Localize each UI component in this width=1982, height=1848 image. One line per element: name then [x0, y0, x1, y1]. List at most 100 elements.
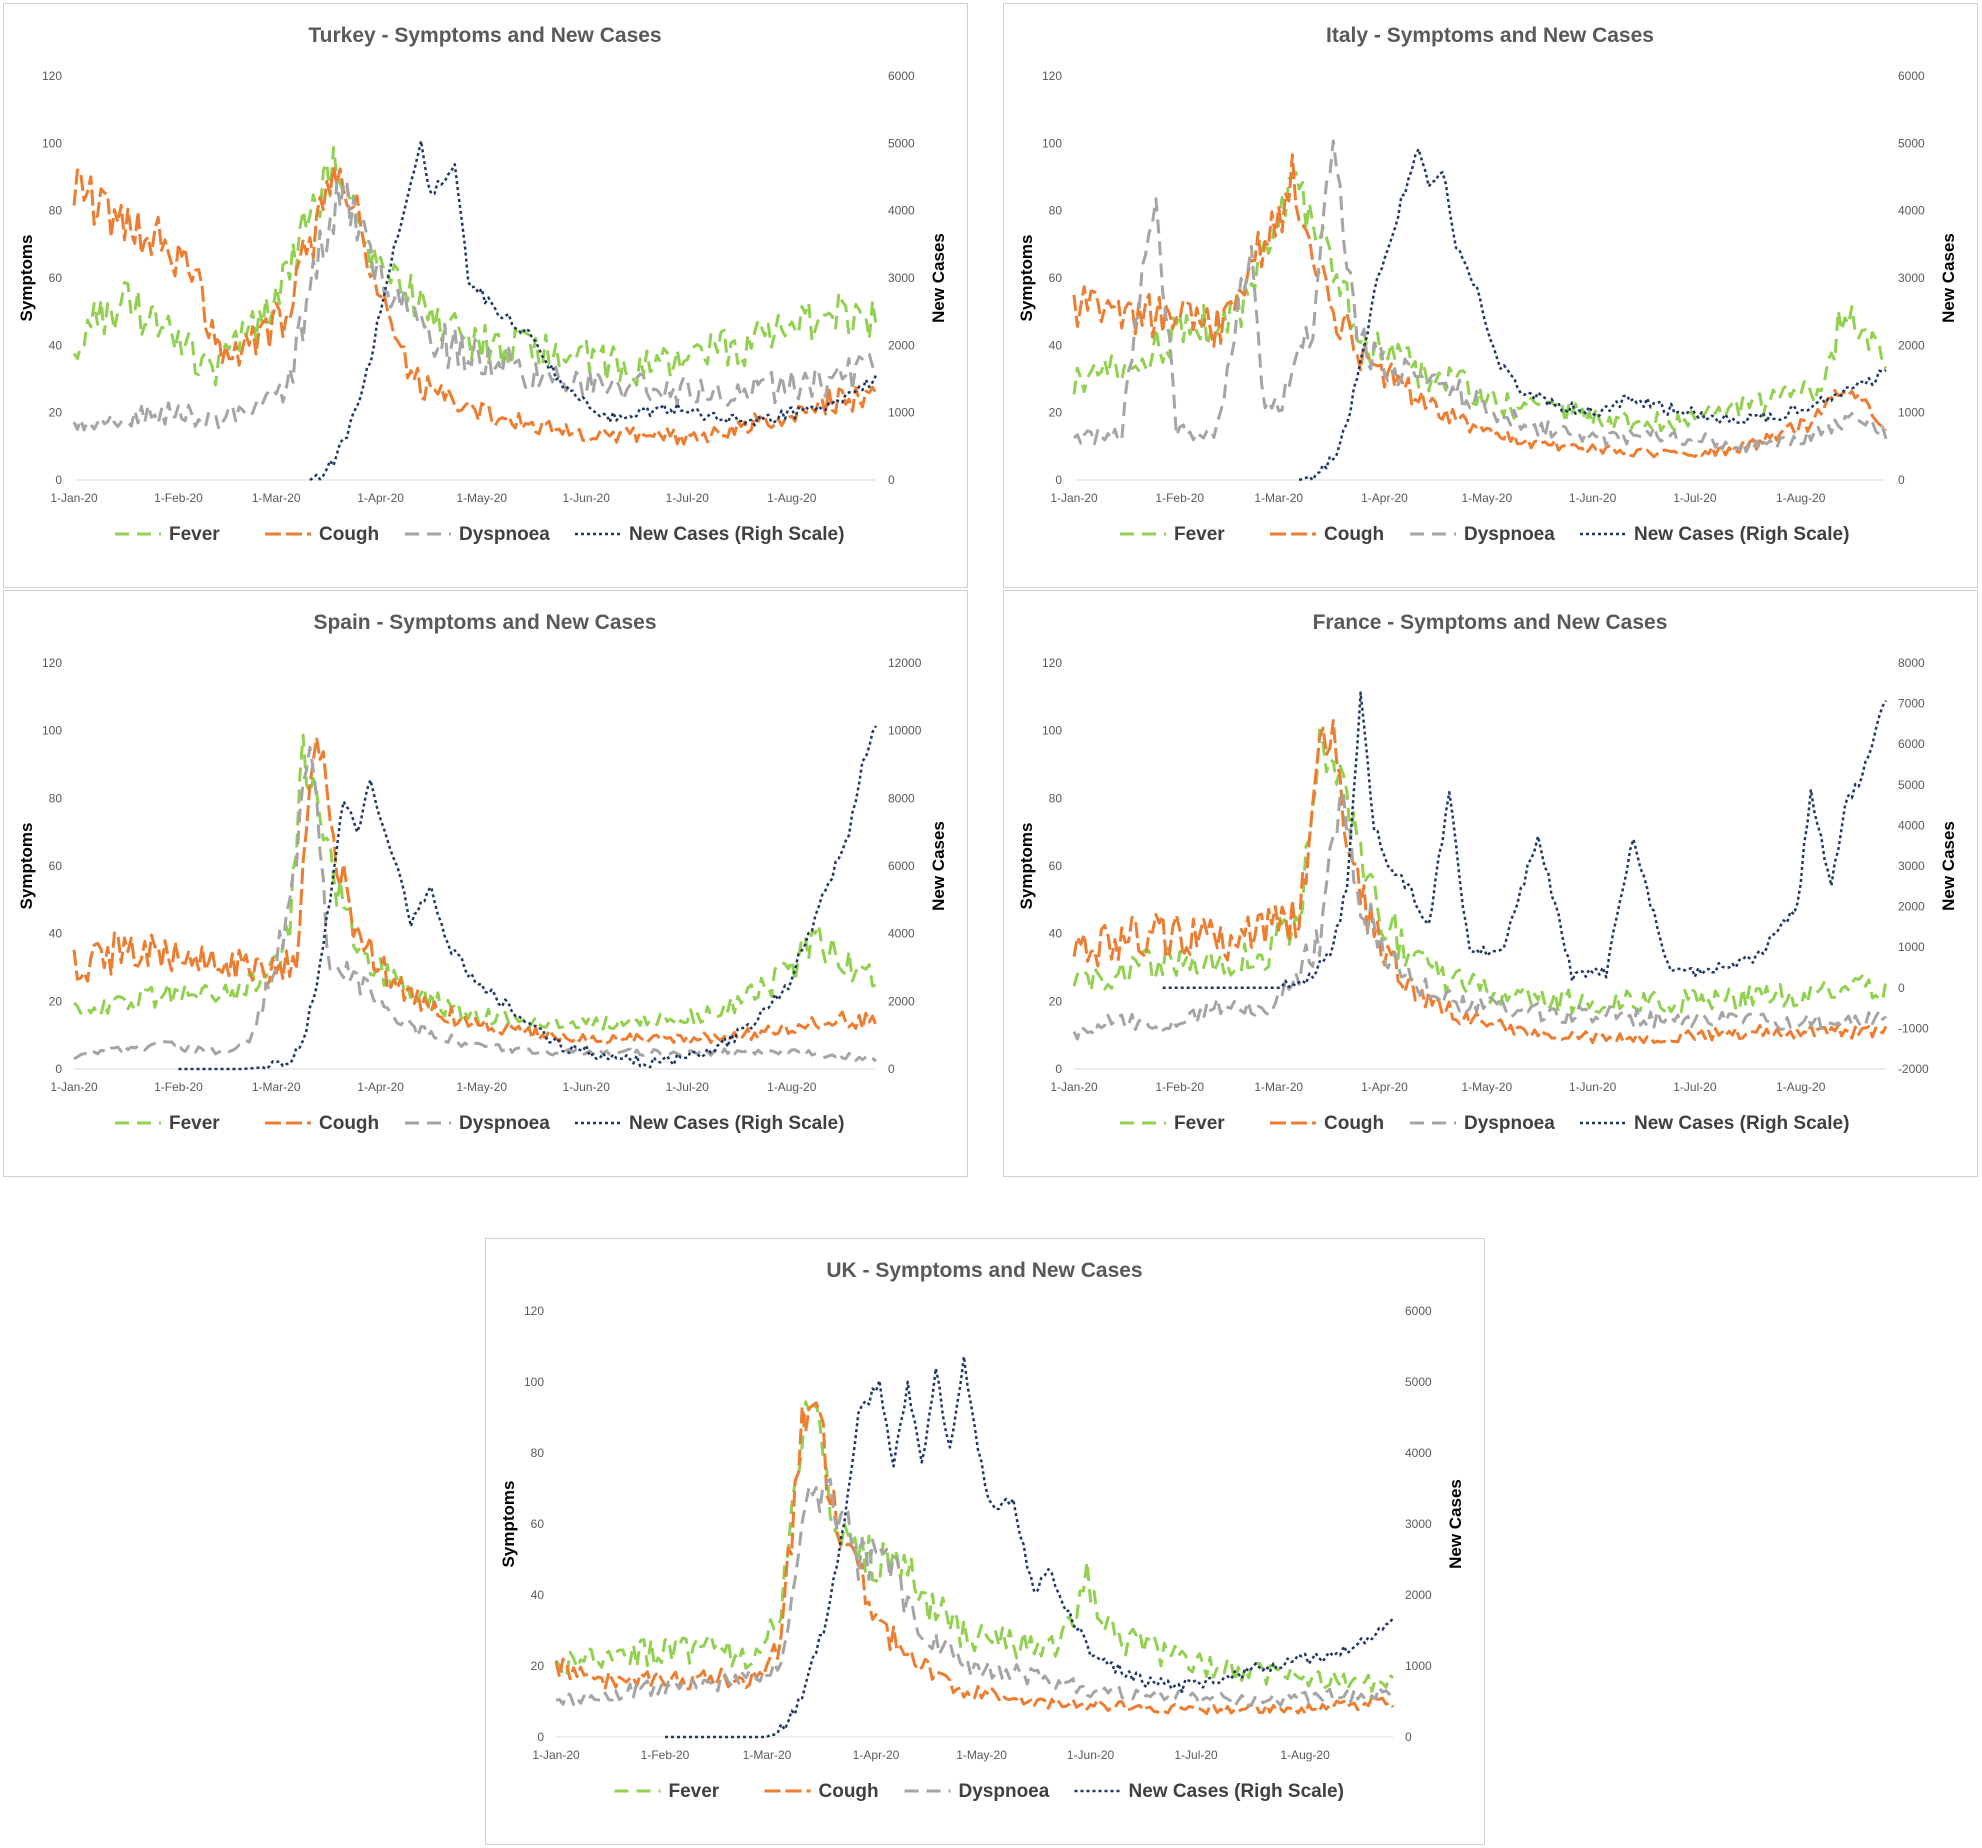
x-tick-label: 1-Feb-20	[154, 1080, 203, 1094]
x-tick-label: 1-Jan-20	[1050, 491, 1098, 505]
legend-item-dyspnoea: Dyspnoea	[405, 1113, 550, 1134]
y2-tick-label: 2000	[1405, 1588, 1432, 1602]
series-line-dyspnoea	[72, 179, 878, 432]
y2-tick-label: 2000	[1898, 900, 1925, 914]
y-tick-label: 60	[49, 271, 63, 285]
y-tick-label: 20	[49, 406, 63, 420]
legend-label-cough: Cough	[819, 1781, 879, 1802]
series-line-cough	[554, 1401, 1395, 1716]
x-tick-label: 1-Jun-20	[1067, 1748, 1115, 1762]
legend-label-dyspnoea: Dyspnoea	[1464, 1113, 1555, 1134]
x-tick-label: 1-Jun-20	[563, 1080, 611, 1094]
x-tick-label: 1-Aug-20	[1280, 1748, 1330, 1762]
x-tick-label: 1-Apr-20	[853, 1748, 900, 1762]
y2-tick-label: 8000	[888, 791, 915, 805]
y2-tick-label: 4000	[1405, 1446, 1432, 1460]
legend-label-dyspnoea: Dyspnoea	[1464, 524, 1555, 545]
x-tick-label: 1-Feb-20	[641, 1748, 690, 1762]
y2-axis-label: New Cases	[929, 821, 948, 911]
y2-tick-label: 0	[888, 1062, 895, 1076]
legend-label-fever: Fever	[1174, 524, 1225, 545]
y-tick-label: 60	[531, 1517, 545, 1531]
series-line-cases	[309, 139, 878, 482]
y-tick-label: 40	[1049, 927, 1063, 941]
legend-label-fever: Fever	[1174, 1113, 1225, 1134]
y2-tick-label: 5000	[1405, 1375, 1432, 1389]
chart-turkey: Turkey - Symptoms and New Cases 0 20 40 60 80…	[17, 24, 948, 545]
legend-label-cases: New Cases (Righ Scale)	[1634, 524, 1849, 545]
y2-tick-label: 6000	[1898, 69, 1925, 83]
y-tick-label: 120	[1042, 69, 1062, 83]
x-tick-label: 1-May-20	[956, 1748, 1007, 1762]
y-axis-label: Symptoms	[17, 823, 36, 910]
y2-tick-label: 5000	[888, 136, 915, 150]
legend-item-fever: Fever	[1120, 524, 1225, 545]
legend-label-cases: New Cases (Righ Scale)	[1634, 1113, 1849, 1134]
x-tick-label: 1-Feb-20	[1155, 491, 1204, 505]
x-tick-label: 1-Mar-20	[252, 491, 301, 505]
y2-axis-label: New Cases	[1939, 233, 1958, 323]
legend-item-cough: Cough	[265, 1113, 379, 1134]
legend-item-dyspnoea: Dyspnoea	[405, 524, 550, 545]
x-tick-label: 1-May-20	[456, 1080, 507, 1094]
series-line-dyspnoea	[73, 745, 877, 1063]
y2-tick-label: 0	[1405, 1730, 1412, 1744]
x-tick-label: 1-Jan-20	[50, 491, 98, 505]
series-line-cases	[1298, 147, 1887, 482]
x-tick-label: 1-May-20	[1461, 1080, 1512, 1094]
y-tick-label: 20	[1049, 406, 1063, 420]
y2-tick-label: 4000	[1898, 818, 1925, 832]
legend-item-cough: Cough	[265, 524, 379, 545]
y-tick-label: 120	[42, 69, 62, 83]
legend-label-dyspnoea: Dyspnoea	[459, 524, 550, 545]
chart-title: Turkey - Symptoms and New Cases	[308, 24, 661, 47]
y-tick-label: 40	[531, 1588, 545, 1602]
y-tick-label: 40	[49, 338, 63, 352]
chart-panel-france: France - Symptoms and New Cases 0 20 40 60 80…	[1003, 590, 1978, 1177]
y2-tick-label: 10000	[888, 724, 922, 738]
y2-tick-label: 4000	[888, 204, 915, 218]
series-line-fever	[72, 146, 878, 387]
legend-item-cases: New Cases (Righ Scale)	[575, 524, 844, 545]
y-tick-label: 0	[55, 473, 62, 487]
y2-tick-label: 1000	[1898, 406, 1925, 420]
y-axis-label: Symptoms	[1017, 823, 1036, 910]
x-tick-label: 1-Jan-20	[50, 1080, 98, 1094]
legend-item-cough: Cough	[1270, 524, 1384, 545]
legend-label-cough: Cough	[319, 524, 379, 545]
y-axis-label: Symptoms	[1017, 235, 1036, 322]
x-tick-label: 1-Mar-20	[1254, 491, 1303, 505]
y-tick-label: 80	[49, 791, 63, 805]
y2-tick-label: 1000	[1405, 1659, 1432, 1673]
series-line-fever	[1072, 170, 1888, 433]
x-tick-label: 1-Aug-20	[767, 1080, 817, 1094]
y2-tick-label: 2000	[888, 338, 915, 352]
legend-label-fever: Fever	[669, 1781, 720, 1802]
y2-tick-label: 6000	[1405, 1304, 1432, 1318]
y2-tick-label: 5000	[1898, 136, 1925, 150]
x-tick-label: 1-Jan-20	[532, 1748, 580, 1762]
legend-item-fever: Fever	[614, 1781, 720, 1802]
series-line-cough	[1072, 719, 1888, 1045]
chart-title: Spain - Symptoms and New Cases	[313, 611, 656, 634]
y2-tick-label: -2000	[1898, 1062, 1929, 1076]
legend-item-cases: New Cases (Righ Scale)	[1580, 1113, 1849, 1134]
y2-axis-label: New Cases	[929, 233, 948, 323]
chart-panel-turkey: Turkey - Symptoms and New Cases 0 20 40 60 80…	[3, 3, 968, 588]
y2-tick-label: 3000	[1898, 859, 1925, 873]
y-tick-label: 40	[1049, 338, 1063, 352]
legend-label-cases: New Cases (Righ Scale)	[629, 1113, 844, 1134]
y-tick-label: 80	[1049, 204, 1063, 218]
y-tick-label: 0	[537, 1730, 544, 1744]
x-tick-label: 1-May-20	[1461, 491, 1512, 505]
series-line-cough	[1072, 153, 1888, 459]
x-tick-label: 1-Jul-20	[666, 491, 710, 505]
y2-tick-label: 1000	[1898, 940, 1925, 954]
legend-item-cough: Cough	[764, 1781, 879, 1802]
x-tick-label: 1-Apr-20	[1361, 1080, 1408, 1094]
x-tick-label: 1-Feb-20	[1155, 1080, 1204, 1094]
x-tick-label: 1-Jun-20	[563, 491, 611, 505]
y2-tick-label: 0	[1898, 981, 1905, 995]
x-tick-label: 1-Jul-20	[1673, 491, 1717, 505]
legend-item-fever: Fever	[115, 1113, 220, 1134]
